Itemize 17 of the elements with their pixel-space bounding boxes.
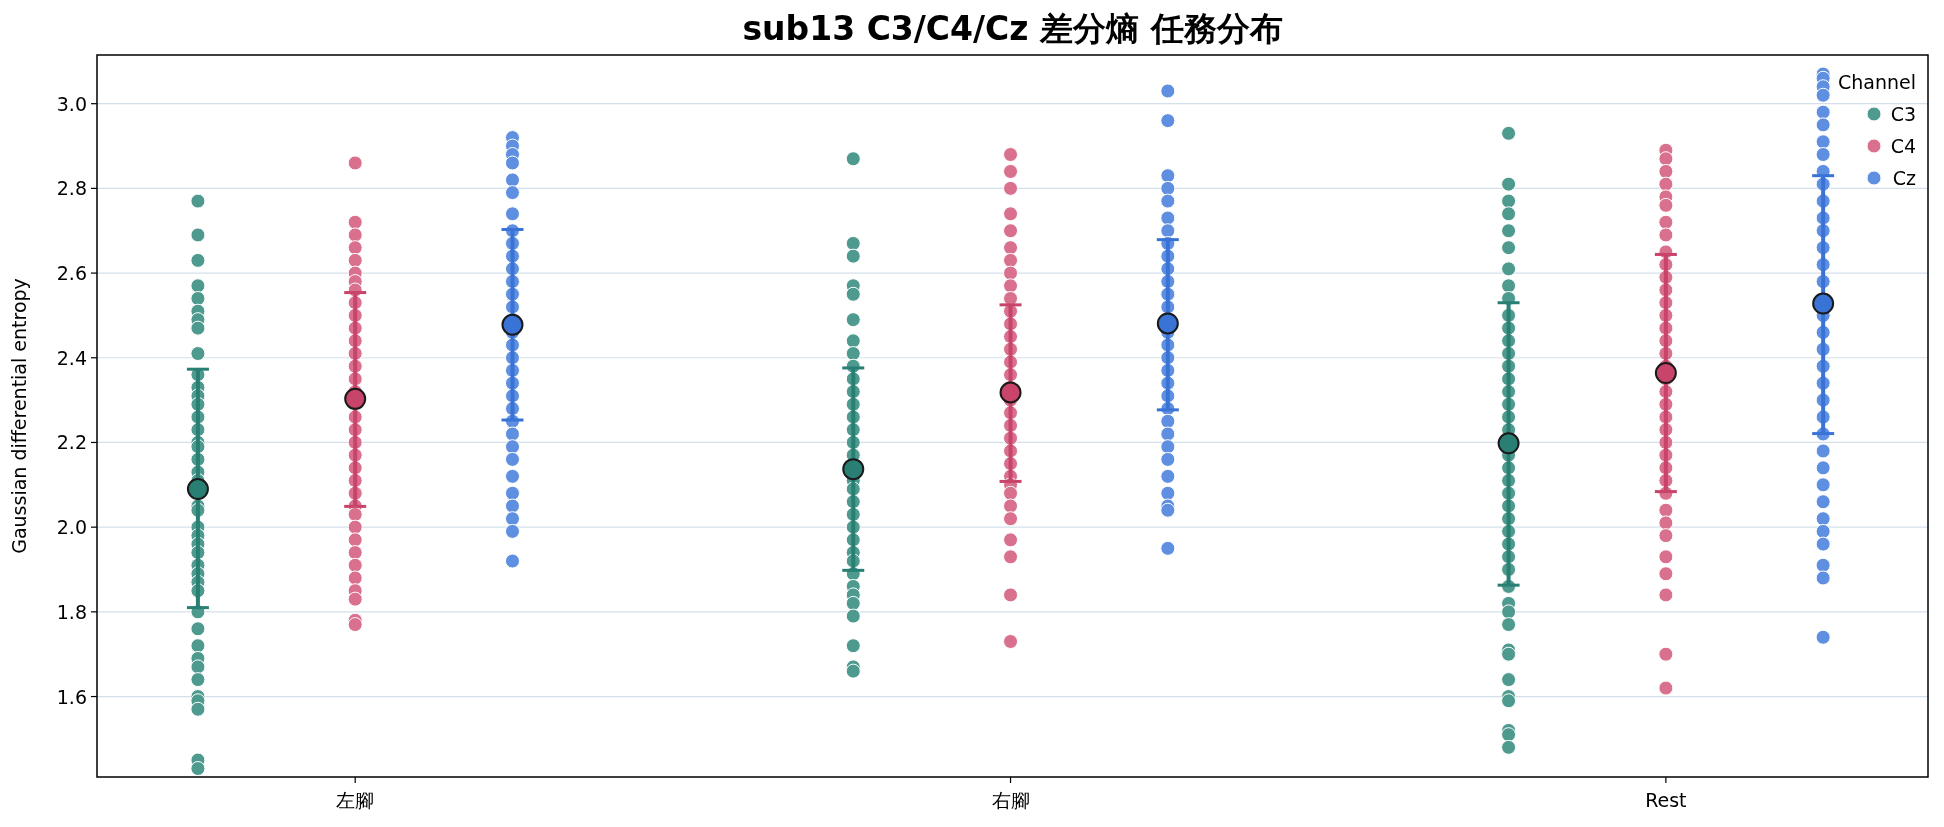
x-tick-label: 左腳 [336,789,375,811]
y-tick-label: 2.0 [56,516,87,539]
y-tick-label: 2.6 [56,262,87,285]
legend-label: Cz [1892,167,1917,189]
chart-title: sub13 C3/C4/Cz 差分熵 任務分布 [742,9,1283,48]
y-tick-label: 2.8 [56,177,87,200]
x-tick-label: Rest [1645,789,1687,811]
y-tick-label: 2.2 [56,431,87,454]
y-tick-label: 3.0 [56,92,87,115]
y-tick-label: 1.6 [56,685,87,708]
y-axis-title: Gaussian differential entropy [8,278,30,554]
y-tick-label: 2.4 [56,346,87,369]
legend-title: Channel [1837,71,1916,93]
x-tick-label: 右腳 [991,789,1030,811]
legend-label: C3 [1890,103,1916,125]
legend-label: C4 [1890,135,1916,157]
y-tick-label: 1.8 [56,600,87,623]
